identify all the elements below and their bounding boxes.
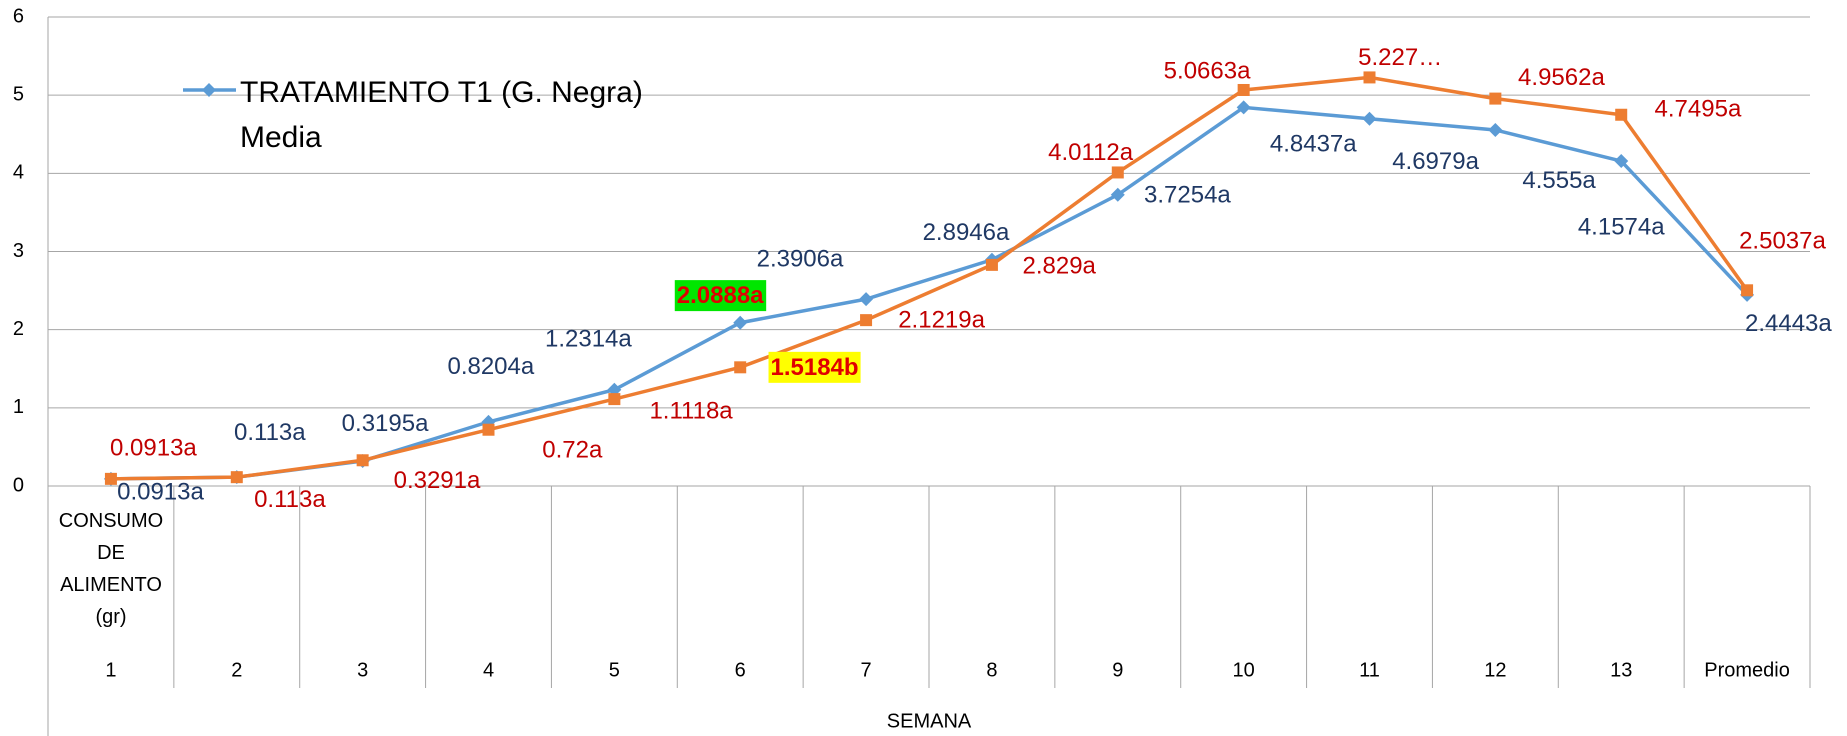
marker [860,314,873,327]
marker [356,454,369,467]
data-label: 2.0888a [677,282,764,309]
data-label: 4.9562a [1518,64,1605,91]
category-header: CONSUMO DE ALIMENTO (gr) [58,510,164,628]
data-label: 0.3195a [342,410,429,437]
series-line [110,75,1749,481]
marker [1488,122,1503,137]
marker [608,393,621,406]
x-axis-title: SEMANA [887,710,972,732]
y-tick-label: 0 [13,474,24,496]
x-tick-label: 5 [609,659,620,681]
data-label: 4.0112a [1048,139,1134,166]
label-background [768,351,861,383]
data-label: 4.8437a [1270,130,1357,157]
y-tick-label: 5 [13,83,24,105]
data-label: 0.113a [234,419,306,446]
data-label: 1.1118a [649,397,733,424]
data-label: 1.2314a [545,326,632,353]
marker [1741,284,1754,297]
data-label: 4.555a [1522,167,1596,194]
marker [1237,83,1250,96]
data-label: 4.6979a [1392,148,1479,175]
y-tick-label: 2 [13,318,24,340]
x-tick-label: 10 [1233,659,1255,681]
marker [482,423,495,436]
marker [1362,111,1377,126]
highlighted-label: 2.0888a [674,280,767,312]
marker [859,292,874,307]
highlighted-label: 1.5184b [768,351,861,383]
y-tick-label: 6 [13,5,24,27]
x-tick-label: 12 [1484,659,1506,681]
x-tick-label: 9 [1112,659,1123,681]
legend-marker [202,83,216,97]
marker [1489,92,1502,105]
x-tick-label: 4 [483,659,494,681]
marker [1363,71,1376,84]
data-label: 2.5037a [1739,227,1826,254]
marker [104,472,117,485]
data-label: 5.227… [1358,44,1442,71]
marker [985,258,998,271]
data-label: 5.0663a [1164,58,1251,85]
data-label: 0.3291a [394,467,481,494]
x-tick-label: 2 [231,659,242,681]
data-label: 4.7495a [1655,95,1742,122]
data-label: 2.4443a [1745,310,1832,337]
marker [1614,154,1629,169]
data-label: 3.7254a [1144,181,1231,208]
data-label: 0.8204a [447,353,534,380]
marker [734,361,747,374]
data-label: 0.113a [254,486,326,513]
marker [1615,108,1628,121]
data-label: 0.0913a [110,435,197,462]
x-tick-label: Promedio [1704,659,1790,681]
data-label: 0.72a [542,436,603,463]
data-label: 2.1219a [898,307,985,334]
x-tick-label: 6 [735,659,746,681]
data-label: 2.3906a [757,246,844,273]
x-tick-label: 13 [1610,659,1632,681]
data-label: 4.1574a [1578,214,1665,241]
legend-label: TRATAMIENTO T1 (G. Negra) Media [240,76,643,154]
marker [230,471,243,484]
data-label: 2.8946a [923,219,1010,246]
x-tick-label: 3 [357,659,368,681]
label-background [674,280,767,312]
x-tick-label: 8 [986,659,997,681]
data-label: 0.0913a [117,478,204,505]
x-tick-label: 7 [861,659,872,681]
marker [733,315,748,330]
data-label: 1.5184b [771,354,859,381]
x-tick-label: 11 [1359,659,1380,681]
y-tick-label: 1 [13,396,24,418]
x-tick-label: 1 [105,659,116,681]
y-tick-label: 3 [13,240,24,262]
y-tick-label: 4 [13,162,24,184]
marker [1111,166,1124,179]
data-label: 2.829a [1022,253,1096,280]
marker [1236,100,1251,115]
marker [1110,187,1125,202]
